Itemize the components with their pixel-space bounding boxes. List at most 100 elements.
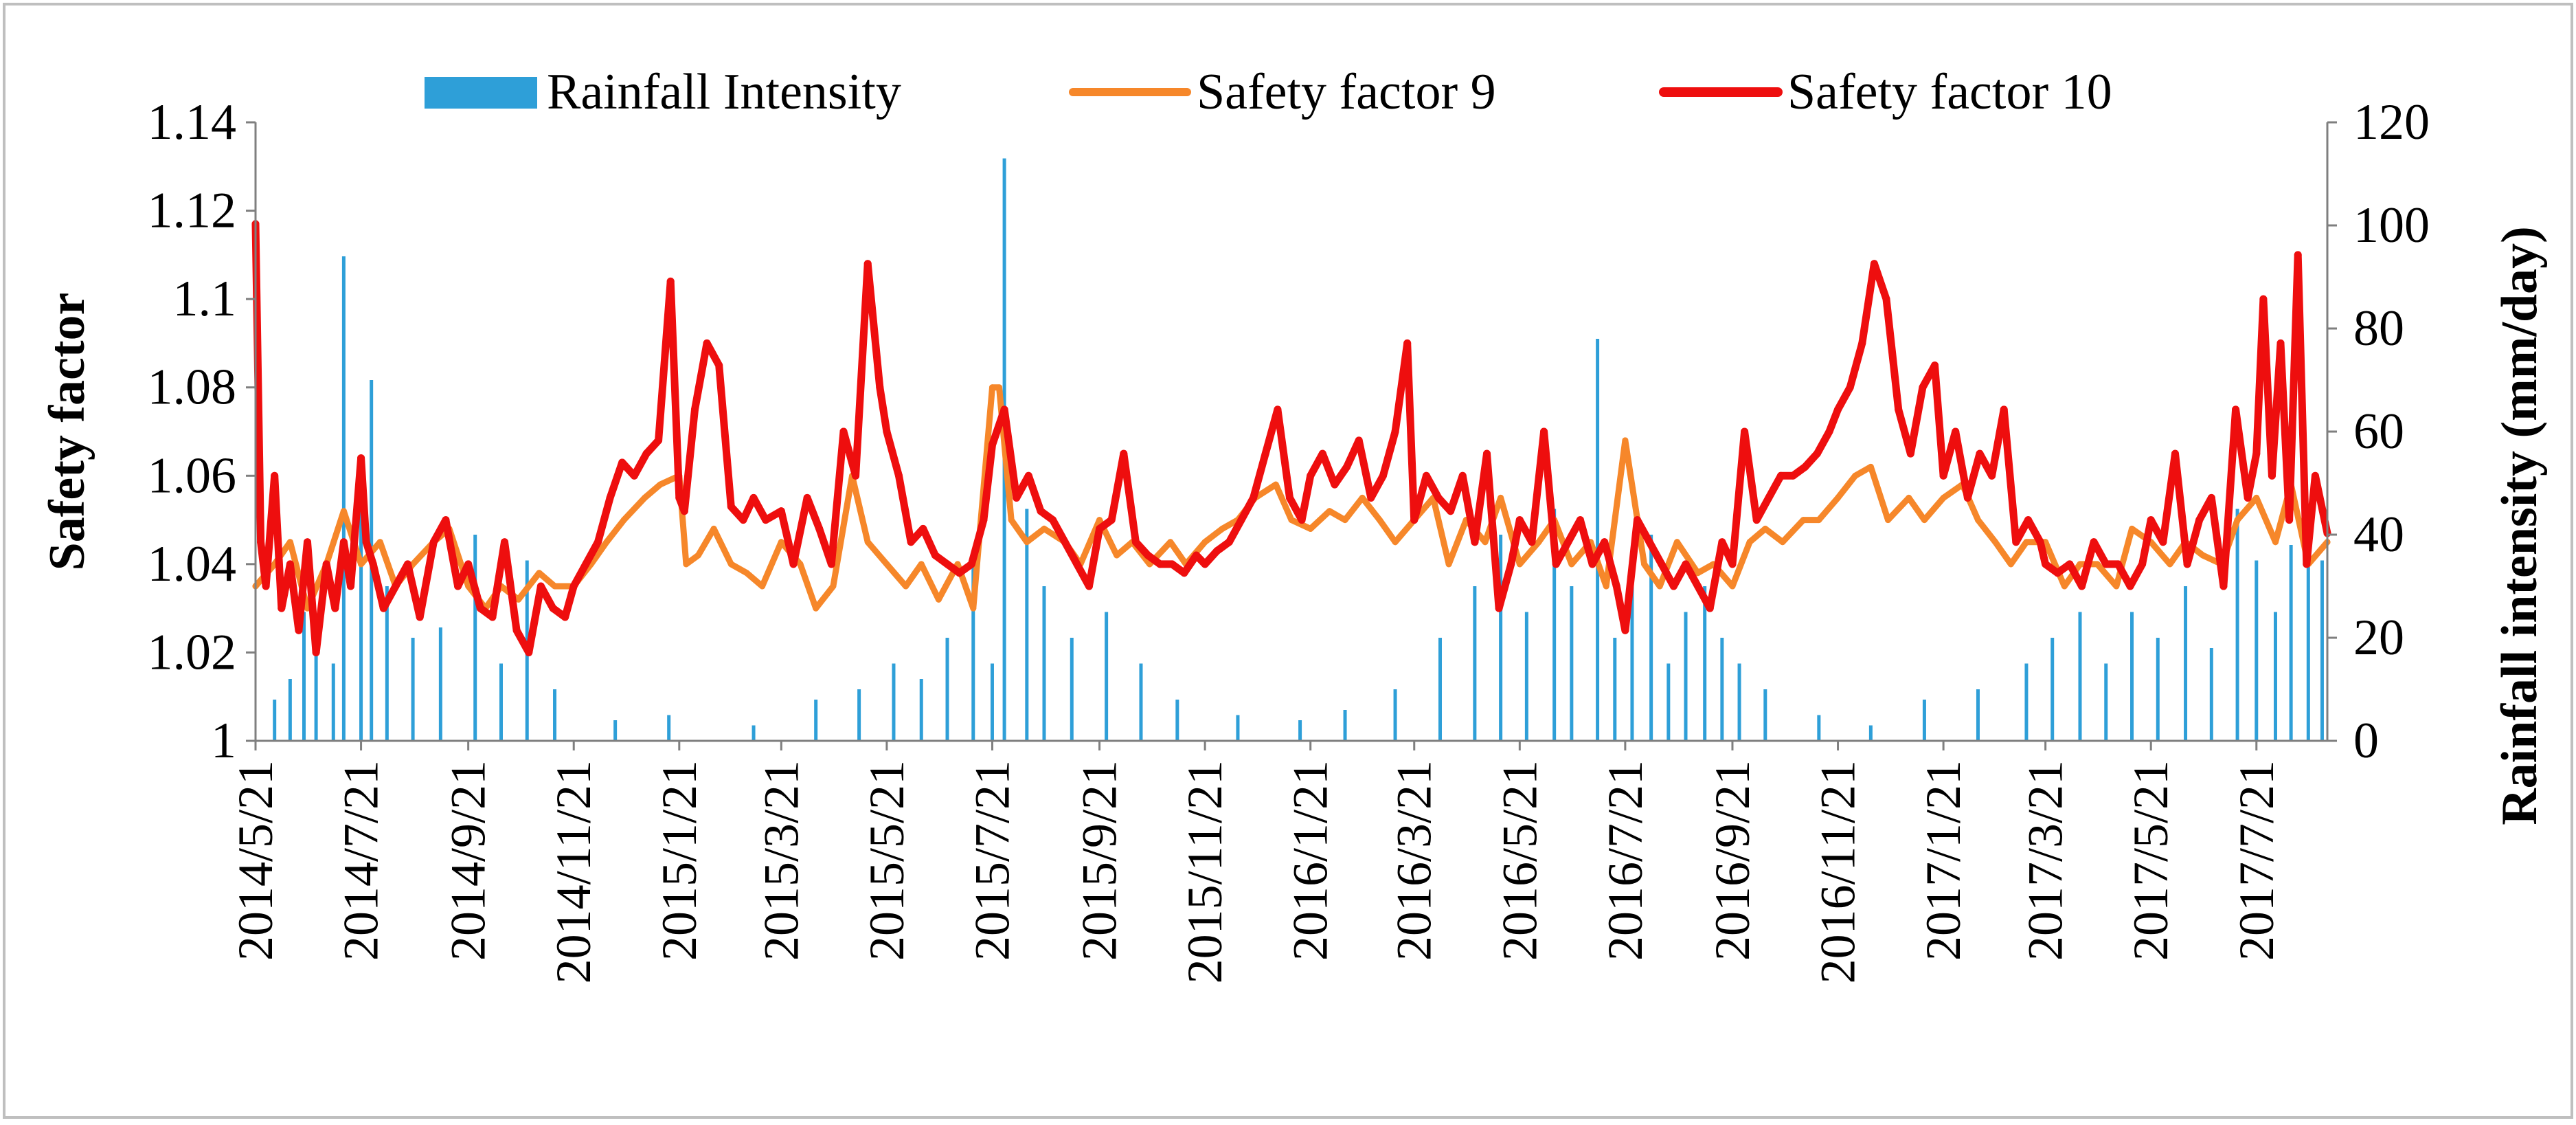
y-tick-label-left: 1 xyxy=(211,713,236,769)
rainfall-bar xyxy=(438,627,442,741)
sf10-point xyxy=(331,604,339,612)
sf10-point xyxy=(1285,493,1293,502)
rainfall-bar xyxy=(1922,700,1926,741)
sf10-point xyxy=(429,538,438,546)
sf10-point xyxy=(1307,471,1315,480)
rainfall-bar xyxy=(2289,545,2293,741)
sf10-point xyxy=(2244,493,2252,502)
rainfall-bar xyxy=(1649,535,1653,741)
sf10-point xyxy=(1552,560,1560,568)
axes: 1 1.02 1.04 1.06 1.08 1.1 1.12 1.14 0 20 40 60 80 100… xyxy=(39,94,2548,983)
sf10-point xyxy=(339,538,348,546)
sf10-point xyxy=(2276,339,2285,347)
sf10-point xyxy=(2090,538,2098,546)
sf10-point xyxy=(1540,427,1548,436)
sf10-point xyxy=(512,626,521,634)
rainfall-bar xyxy=(945,638,949,741)
sf9-point xyxy=(1114,552,1120,559)
sf9-point xyxy=(1800,517,1807,524)
sf9-point xyxy=(2234,517,2241,524)
sf10-point xyxy=(762,516,770,524)
sf10-point xyxy=(1073,560,1081,568)
sf10-point xyxy=(1367,493,1375,502)
x-tick-label: 2017/5/21 xyxy=(2123,760,2178,961)
rainfall-bar xyxy=(2235,509,2239,741)
x-tick-label: 2017/7/21 xyxy=(2229,760,2284,961)
sf9-point xyxy=(1641,561,1648,568)
x-tick-label: 2016/7/21 xyxy=(1598,760,1653,961)
sf9-point xyxy=(743,570,750,577)
sf10-point xyxy=(2232,405,2240,414)
sf10-point xyxy=(257,538,265,546)
sf9-point xyxy=(2272,539,2279,546)
sf10-point xyxy=(1013,493,1021,502)
x-tick-label: 2015/7/21 xyxy=(964,760,1019,961)
y-tick-label-left: 1.1 xyxy=(173,271,237,327)
sf10-point xyxy=(1564,538,1572,546)
rainfall-bar xyxy=(1042,586,1046,741)
sf9-point xyxy=(515,596,522,603)
sf10-series xyxy=(251,220,2331,656)
sf10-point xyxy=(1434,493,1443,502)
sf9-point xyxy=(1816,517,1822,524)
sf10-point xyxy=(536,582,545,590)
rainfall-bar xyxy=(314,648,318,741)
sf10-point xyxy=(666,277,675,285)
sf9-point xyxy=(935,596,942,603)
sf9-point xyxy=(1272,481,1279,488)
sf9-point xyxy=(903,583,909,590)
sf10-point xyxy=(1825,427,1833,436)
sf10-point xyxy=(655,436,663,445)
sf9-point xyxy=(1146,561,1153,568)
sf10-point xyxy=(1355,436,1363,445)
sf9-point xyxy=(1992,539,1999,546)
x-tick-label: 2014/7/21 xyxy=(334,760,389,961)
rainfall-bar xyxy=(1524,612,1528,741)
sf10-point xyxy=(1882,295,1890,303)
sf10-point xyxy=(2183,560,2191,568)
sf10-point xyxy=(2138,560,2147,568)
sf10-point xyxy=(1612,582,1620,590)
sf9-point xyxy=(1219,525,1225,532)
rainfall-bar xyxy=(1630,560,1634,741)
rainfall-bar xyxy=(1667,663,1671,741)
sf9-point xyxy=(864,539,871,546)
sf9-point xyxy=(1568,561,1575,568)
sf10-point xyxy=(362,538,370,546)
sf10-point xyxy=(1870,260,1878,268)
sf10-point xyxy=(727,502,735,511)
sf10-point xyxy=(1261,449,1269,458)
rainfall-bar xyxy=(892,663,896,741)
x-tick-label: 2015/9/21 xyxy=(1072,760,1127,961)
sf10-point xyxy=(262,582,270,590)
sf10-point xyxy=(1107,516,1116,524)
sf9-point xyxy=(286,539,293,546)
rainfall-bar xyxy=(2104,663,2108,741)
rainfall-bar xyxy=(331,663,335,741)
sf10-point xyxy=(488,613,497,621)
x-tick-label: 2017/1/21 xyxy=(1916,760,1971,961)
rainfall-bar xyxy=(411,638,415,741)
sf10-point xyxy=(1331,480,1339,489)
sf9-point xyxy=(465,583,472,590)
rainfall-bar xyxy=(1175,700,1179,741)
sf10-point xyxy=(1588,560,1596,568)
sf9-point xyxy=(694,552,701,559)
sf10-point xyxy=(980,516,988,524)
rainfall-bar xyxy=(1613,638,1617,741)
rainfall-bar xyxy=(971,560,975,741)
sf10-point xyxy=(1422,471,1430,480)
sf10-point xyxy=(1813,449,1821,458)
sf10-point xyxy=(2066,560,2074,568)
sf9-point xyxy=(1906,494,1912,501)
rainfall-bar xyxy=(1684,612,1688,741)
sf10-point xyxy=(630,471,638,480)
sf10-point xyxy=(1776,471,1785,480)
sf10-point xyxy=(1298,516,1306,524)
sf10-point xyxy=(1931,361,1939,370)
sf10-point xyxy=(454,582,462,590)
sf9-point xyxy=(1167,539,1174,546)
sf10-point xyxy=(271,471,279,480)
sf9-point xyxy=(536,570,543,577)
